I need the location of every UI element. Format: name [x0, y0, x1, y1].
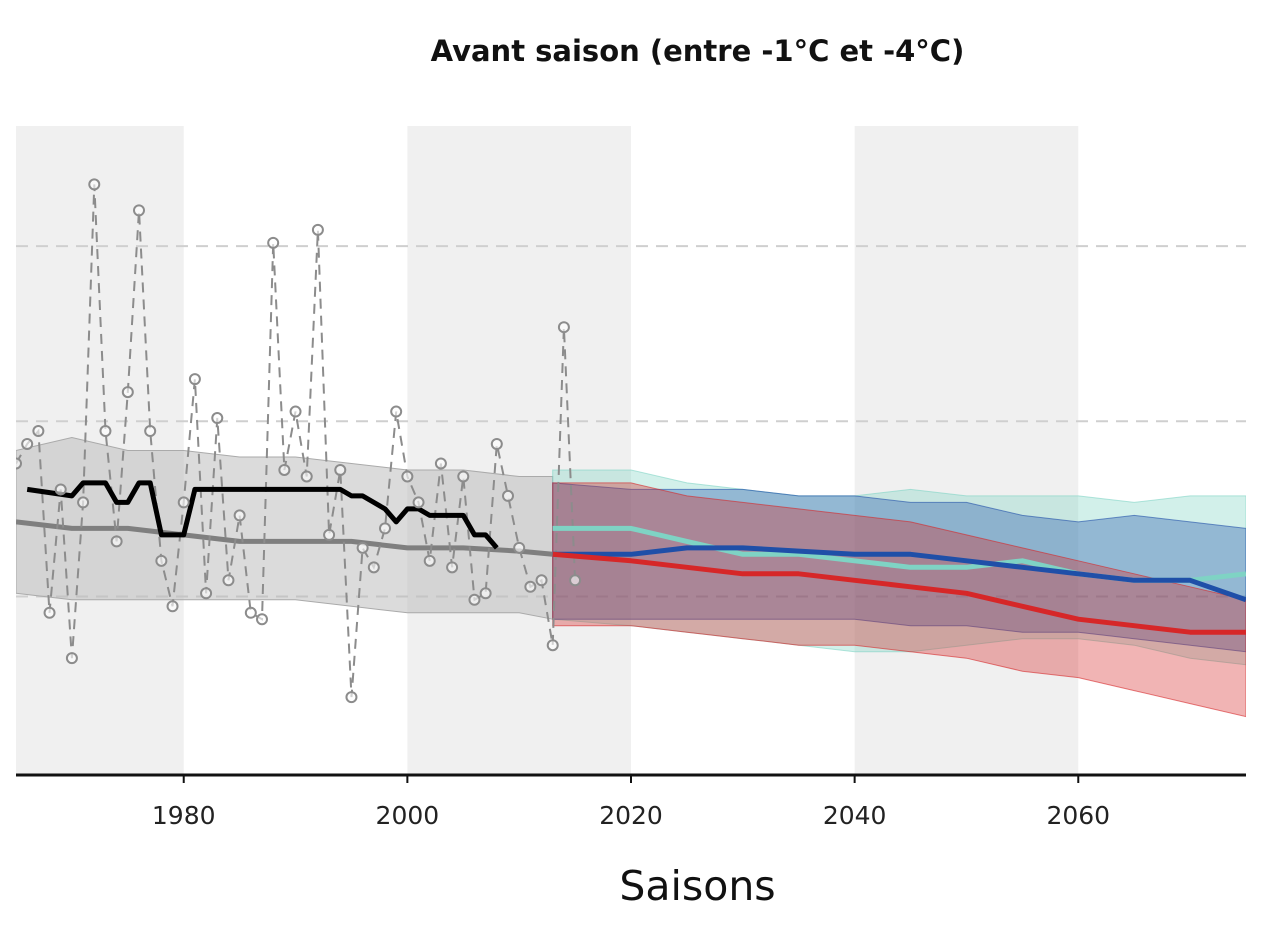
observation-point [244, 606, 257, 619]
observation-point [367, 561, 380, 574]
observation-point [256, 613, 268, 626]
observation-point [233, 509, 246, 522]
observation-point [32, 425, 45, 438]
observation-point [513, 541, 526, 554]
observation-point [43, 606, 56, 619]
chart-title: Avant saison (entre -1°C et -4°C) [430, 34, 965, 68]
observation-point [557, 321, 570, 334]
observation-point [390, 405, 403, 418]
observation-point [502, 489, 514, 502]
observation-point [65, 652, 78, 665]
observation-point [446, 561, 459, 574]
observation-point [535, 574, 548, 587]
x-tick-label: 2020 [599, 801, 663, 830]
x-tick-label: 2000 [376, 801, 440, 830]
observation-point [21, 438, 34, 451]
observation-point [133, 204, 145, 217]
observation-point [144, 425, 157, 438]
period-shade [407, 126, 631, 775]
observation-point [468, 593, 481, 606]
observation-point [401, 470, 414, 483]
scenario-red-line [552, 551, 1246, 635]
observation-point [188, 373, 201, 386]
observation-point [155, 554, 168, 567]
observation-point [379, 522, 391, 535]
period-shade [854, 126, 1079, 775]
x-tick-label: 1980 [152, 801, 216, 830]
x-axis-label: Saisons [619, 862, 776, 910]
observation-point [54, 483, 67, 496]
historical-median-line [16, 519, 553, 557]
observation-point [300, 470, 313, 483]
scenario-blue-line [552, 545, 1246, 603]
observation-point [267, 236, 280, 249]
observation-point [311, 223, 324, 236]
observation-point [546, 639, 559, 652]
observation-point [323, 528, 336, 541]
observation-point [177, 496, 190, 509]
observation-point [334, 463, 347, 476]
observation-point [412, 496, 425, 509]
observation-point [356, 541, 369, 554]
observation-point [222, 574, 235, 587]
observation-point [211, 412, 224, 425]
observation-point [289, 405, 302, 418]
observation-point [479, 587, 492, 600]
observation-point [434, 457, 447, 470]
observation-point [278, 463, 291, 476]
observation-point [200, 587, 213, 600]
observation-point [345, 691, 358, 704]
observation-point [569, 574, 582, 587]
observation-point [166, 600, 179, 613]
observation-point [423, 554, 436, 567]
observation-point [16, 457, 22, 470]
observation-point [524, 580, 537, 593]
observation-point [88, 178, 101, 191]
x-tick-label: 2040 [823, 801, 887, 830]
observation-point [110, 535, 123, 548]
observation-point [121, 386, 134, 399]
observation-point [99, 425, 112, 438]
observation-point [490, 438, 503, 451]
observed-mean-line [26, 480, 499, 550]
observation-point [77, 496, 90, 509]
scenario-red-band [552, 482, 1246, 718]
x-tick-label: 2060 [1046, 801, 1110, 830]
observation-point [457, 470, 470, 483]
